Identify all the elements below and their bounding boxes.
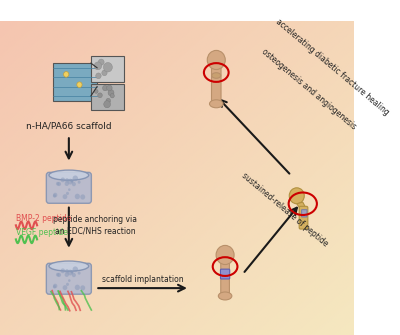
Ellipse shape: [210, 100, 223, 108]
Text: peptide anchoring via
an EDC/NHS reaction: peptide anchoring via an EDC/NHS reactio…: [53, 215, 137, 236]
Circle shape: [72, 176, 78, 181]
Circle shape: [75, 285, 80, 290]
Circle shape: [107, 85, 112, 91]
Circle shape: [289, 188, 304, 204]
Ellipse shape: [49, 170, 89, 180]
Circle shape: [65, 178, 69, 183]
Circle shape: [57, 182, 61, 186]
Circle shape: [53, 194, 56, 198]
Circle shape: [72, 182, 76, 186]
Text: accelerating diabetic fracture healing: accelerating diabetic fracture healing: [274, 17, 390, 117]
Circle shape: [68, 270, 73, 275]
Circle shape: [106, 98, 110, 103]
Circle shape: [56, 182, 60, 186]
FancyBboxPatch shape: [221, 278, 230, 298]
Circle shape: [64, 182, 69, 186]
Ellipse shape: [212, 73, 221, 78]
Ellipse shape: [218, 292, 232, 300]
Circle shape: [207, 50, 225, 70]
FancyBboxPatch shape: [46, 172, 91, 203]
Circle shape: [64, 272, 69, 277]
Circle shape: [94, 62, 102, 70]
FancyBboxPatch shape: [212, 58, 221, 106]
Circle shape: [60, 268, 65, 273]
Circle shape: [72, 273, 76, 277]
Text: osteogenesis and angiogenesis: osteogenesis and angiogenesis: [260, 47, 358, 131]
Ellipse shape: [49, 261, 89, 271]
Circle shape: [63, 285, 67, 290]
FancyBboxPatch shape: [46, 263, 91, 294]
Circle shape: [80, 285, 85, 290]
Text: VEGF peptide: VEGF peptide: [16, 228, 68, 237]
FancyBboxPatch shape: [220, 269, 230, 279]
FancyBboxPatch shape: [91, 56, 124, 82]
Circle shape: [60, 178, 65, 182]
Circle shape: [65, 269, 69, 273]
FancyBboxPatch shape: [53, 63, 97, 100]
Circle shape: [104, 63, 112, 72]
Circle shape: [216, 246, 234, 265]
Circle shape: [75, 194, 80, 199]
FancyBboxPatch shape: [91, 84, 124, 110]
Circle shape: [110, 93, 114, 98]
Circle shape: [98, 59, 104, 65]
Circle shape: [70, 270, 73, 273]
Circle shape: [98, 93, 102, 98]
FancyBboxPatch shape: [302, 210, 307, 217]
Circle shape: [102, 85, 108, 91]
Text: scaffold implantation: scaffold implantation: [102, 275, 184, 283]
Circle shape: [96, 73, 101, 79]
Circle shape: [56, 273, 60, 276]
Circle shape: [71, 180, 74, 183]
Circle shape: [72, 266, 78, 272]
Circle shape: [108, 89, 114, 96]
Text: sustained-release of peptide: sustained-release of peptide: [240, 171, 330, 248]
Circle shape: [77, 82, 82, 87]
Circle shape: [78, 181, 81, 184]
Circle shape: [104, 101, 110, 108]
Circle shape: [64, 72, 69, 77]
Polygon shape: [297, 202, 306, 210]
Circle shape: [53, 285, 56, 288]
Circle shape: [80, 194, 85, 200]
FancyBboxPatch shape: [299, 206, 308, 229]
Circle shape: [68, 179, 73, 185]
Circle shape: [53, 193, 57, 197]
Circle shape: [71, 271, 74, 274]
Circle shape: [68, 279, 70, 282]
Circle shape: [57, 273, 61, 277]
Circle shape: [63, 194, 67, 199]
Circle shape: [70, 180, 73, 183]
Circle shape: [68, 188, 70, 191]
Circle shape: [78, 271, 81, 275]
FancyBboxPatch shape: [221, 253, 230, 273]
Circle shape: [66, 192, 69, 195]
Circle shape: [53, 284, 57, 288]
Circle shape: [66, 283, 69, 286]
Text: n-HA/PA66 scaffold: n-HA/PA66 scaffold: [26, 122, 112, 131]
Circle shape: [94, 89, 98, 93]
Text: BMP-2 peptide: BMP-2 peptide: [16, 214, 71, 223]
Circle shape: [102, 70, 107, 76]
